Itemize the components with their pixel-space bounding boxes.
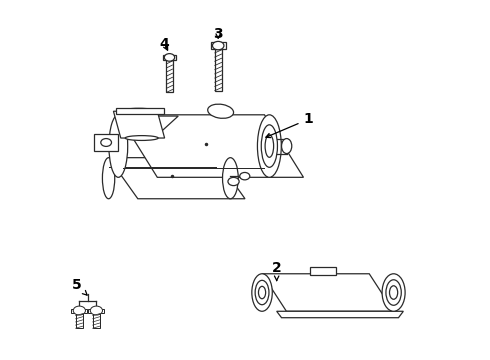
Polygon shape	[109, 158, 245, 199]
Bar	[72, 309, 87, 312]
Circle shape	[164, 54, 174, 61]
Ellipse shape	[282, 139, 292, 154]
Text: 4: 4	[160, 37, 170, 51]
Bar	[94, 134, 118, 152]
Bar	[88, 309, 104, 312]
Circle shape	[213, 41, 224, 50]
Ellipse shape	[261, 125, 277, 167]
Circle shape	[228, 177, 239, 186]
Bar	[116, 108, 164, 114]
Text: 2: 2	[272, 261, 282, 280]
Ellipse shape	[222, 158, 238, 199]
Ellipse shape	[120, 108, 157, 114]
Ellipse shape	[258, 286, 266, 299]
Ellipse shape	[102, 158, 115, 199]
Bar	[310, 267, 336, 275]
Circle shape	[101, 139, 112, 147]
Ellipse shape	[382, 274, 405, 311]
Ellipse shape	[257, 115, 281, 177]
Ellipse shape	[109, 115, 128, 177]
Bar	[166, 60, 172, 93]
Bar	[163, 55, 176, 60]
Bar	[211, 42, 226, 49]
Ellipse shape	[265, 135, 273, 157]
Bar	[215, 49, 221, 91]
Circle shape	[240, 172, 250, 180]
Polygon shape	[114, 111, 165, 138]
Ellipse shape	[208, 104, 234, 118]
Ellipse shape	[390, 286, 398, 299]
Text: 3: 3	[213, 27, 223, 41]
Polygon shape	[262, 274, 393, 311]
Circle shape	[73, 306, 85, 315]
Bar	[93, 312, 100, 328]
Polygon shape	[277, 311, 403, 318]
Ellipse shape	[386, 280, 401, 305]
Text: 1: 1	[266, 112, 313, 138]
Polygon shape	[118, 115, 303, 177]
Text: 5: 5	[72, 278, 87, 295]
Polygon shape	[125, 116, 178, 137]
Circle shape	[90, 306, 102, 315]
Ellipse shape	[252, 274, 272, 311]
Ellipse shape	[255, 280, 269, 305]
Ellipse shape	[125, 136, 158, 140]
Bar	[75, 312, 83, 328]
